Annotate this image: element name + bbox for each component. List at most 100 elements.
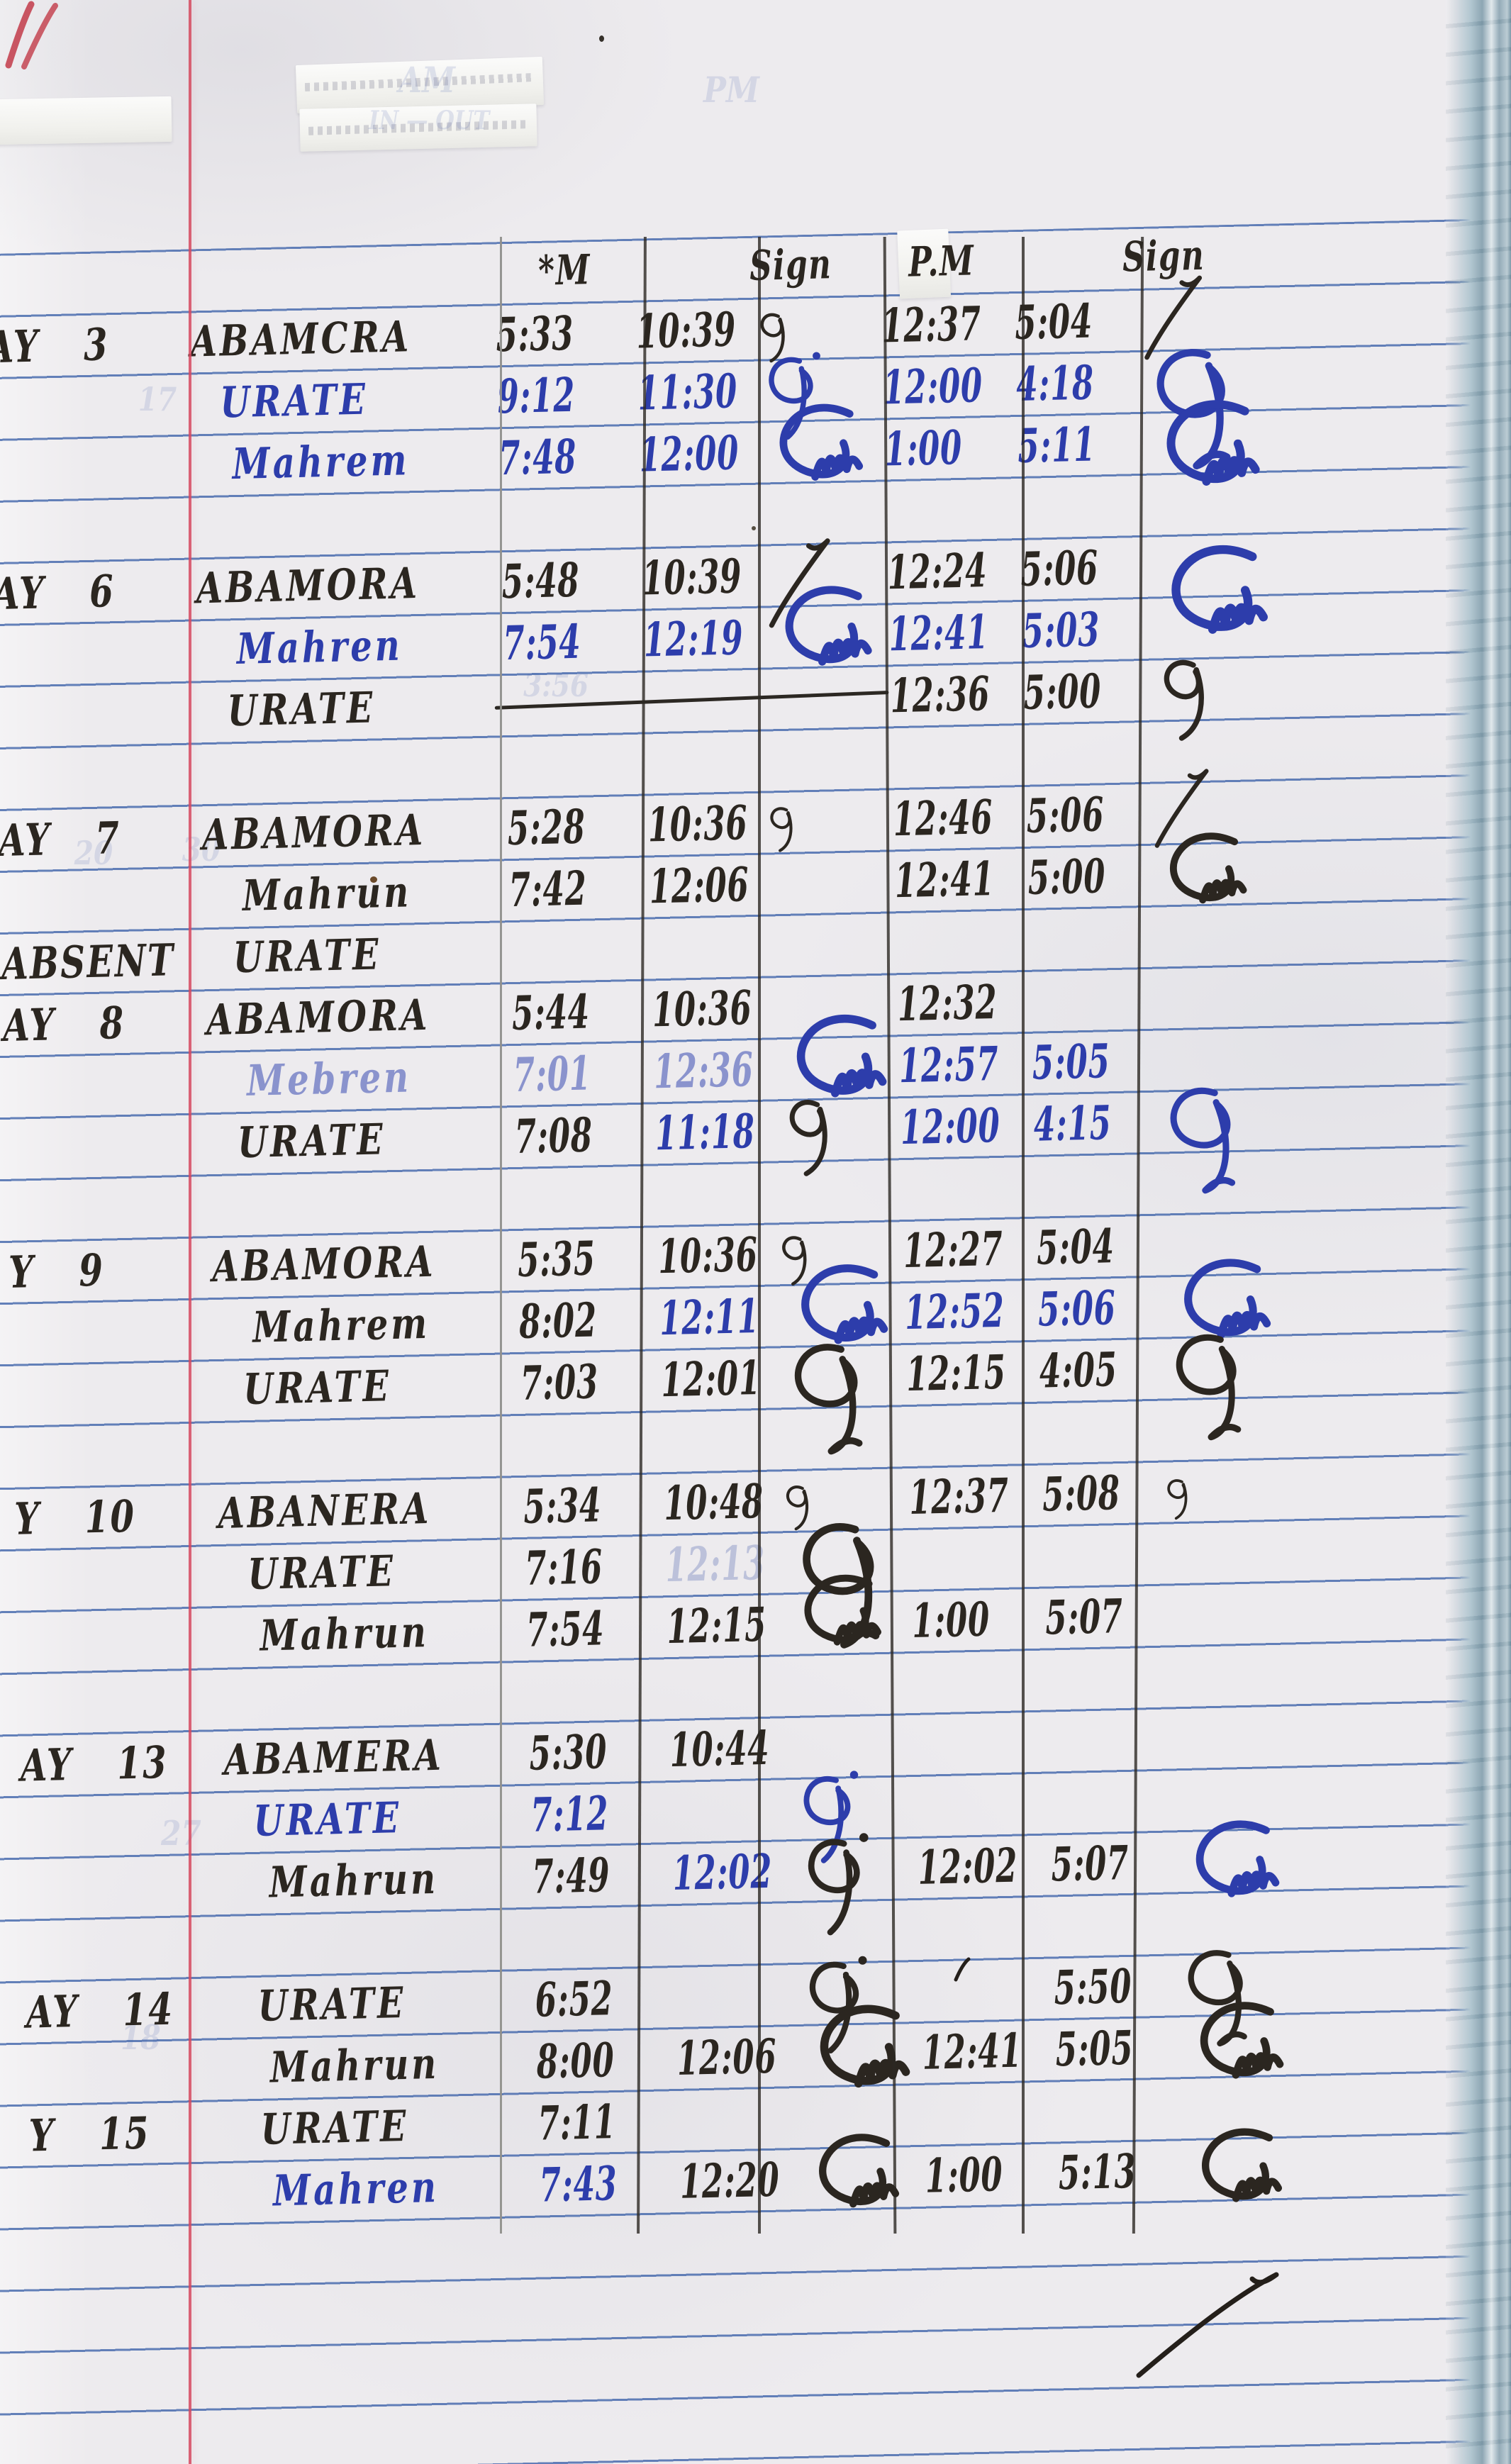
time-pm-in: 12:00	[899, 1097, 1001, 1156]
time-pm-in: 12:24	[886, 542, 988, 601]
time-pm-out: 5:06	[1020, 540, 1099, 597]
time-am-in: 6:52	[534, 1970, 614, 2028]
worker-name: URATE	[257, 1978, 407, 2031]
margin-rule-line	[189, 0, 191, 2464]
time-am-in: 7:49	[531, 1847, 611, 1905]
time-am-in: 7:01	[513, 1045, 592, 1103]
pen-slash-mark	[1136, 2272, 1279, 2378]
time-am-in: 5:44	[511, 983, 591, 1042]
time-pm-in: 1:00	[924, 2146, 1004, 2204]
time-am-in: 7:43	[538, 2156, 618, 2213]
time-pm-in: 12:46	[892, 789, 994, 847]
worker-name: Mahrun	[268, 1853, 439, 1908]
time-pm-in: 12:37	[908, 1467, 1010, 1526]
worker-name: Mebren	[246, 1052, 412, 1106]
time-am-out: 10:36	[647, 795, 749, 853]
time-am-in: 7:54	[525, 1600, 605, 1658]
time-am-in: 7:08	[514, 1107, 593, 1164]
time-pm-in: 12:27	[903, 1220, 1004, 1279]
time-am-out: 12:11	[659, 1288, 760, 1347]
date-label: AY 6	[0, 565, 116, 620]
time-pm-out: 5:08	[1042, 1465, 1121, 1522]
date-label: Y 15	[28, 2107, 151, 2162]
time-pm-out: 5:04	[1014, 293, 1093, 351]
time-am-in: 7:54	[502, 613, 582, 671]
time-am-out: 12:15	[666, 1596, 767, 1655]
time-am-in: 5:34	[523, 1477, 602, 1534]
header-pm-label: P.M	[908, 236, 976, 286]
time-am-out: 10:39	[641, 548, 743, 606]
time-pm-out: 4:15	[1032, 1095, 1113, 1152]
worker-name: Mahren	[272, 2162, 440, 2217]
time-am-in: 5:33	[495, 305, 574, 363]
ink-speck	[370, 876, 377, 883]
time-pm-in: 1:00	[911, 1591, 991, 1649]
time-am-in: 7:16	[524, 1539, 603, 1596]
worker-name: Mahrun	[259, 1607, 430, 1661]
time-pm-out: 5:04	[1035, 1218, 1115, 1276]
header-sign-label-2: Sign	[1122, 230, 1205, 281]
bleed-through-text: PM	[703, 69, 759, 111]
worker-name: URATE	[233, 930, 382, 983]
time-am-out: 10:36	[657, 1226, 759, 1285]
date-label: AY 14	[26, 1983, 175, 2039]
worker-name: Mahrem	[252, 1298, 430, 1353]
time-am-out: 12:36	[652, 1042, 754, 1100]
log-rows: AY 3 ABAMCRA 5:33 10:39 12:37 5:04 URATE 9:12 11…	[0, 0, 1484, 2216]
worker-name: ABAMORA	[206, 990, 430, 1046]
table-column-line	[758, 237, 761, 2234]
date-label: Y 10	[13, 1490, 137, 1545]
worker-name: URATE	[260, 2101, 410, 2155]
worker-name: ABAMORA	[201, 805, 426, 861]
time-am-out: 10:39	[635, 301, 737, 359]
time-pm-in: 12:32	[896, 974, 998, 1032]
time-am-out: 12:01	[660, 1349, 762, 1408]
red-corner-scribble	[5, 1, 58, 69]
time-am-in: 5:28	[506, 798, 586, 857]
time-am-out: 11:30	[637, 363, 738, 421]
bleed-through-text: IN — OUT	[369, 106, 490, 135]
time-pm-in: 12:41	[888, 604, 989, 662]
time-pm-out: 5:00	[1022, 663, 1103, 720]
time-pm-in: 12:37	[881, 296, 982, 354]
time-am-in: 5:30	[528, 1724, 608, 1781]
time-pm-out: 5:00	[1027, 848, 1107, 905]
time-pm-out: 5:03	[1021, 601, 1100, 659]
time-am-in: 9:12	[496, 367, 576, 425]
time-am-in: 5:35	[517, 1230, 596, 1288]
worker-name: URATE	[219, 374, 369, 428]
worker-name: URATE	[226, 683, 377, 737]
ink-speck	[752, 526, 756, 530]
time-am-out: 10:44	[669, 1719, 770, 1778]
date-label: AY 13	[19, 1736, 169, 1792]
time-am-out: 12:13	[664, 1534, 766, 1593]
worker-name: ABAMORA	[211, 1237, 437, 1293]
time-am-in: 7:12	[530, 1785, 610, 1843]
worker-name: ABAMORA	[195, 558, 420, 614]
worker-name: Mahrem	[231, 435, 411, 490]
table-column-line-pencil	[500, 237, 502, 2234]
time-pm-out: 5:07	[1050, 1834, 1130, 1892]
header-am-label: *M	[537, 245, 591, 295]
worker-name: Mahrun	[269, 2039, 440, 2093]
header-sign-label-1: Sign	[749, 240, 832, 290]
time-pm-out: 5:50	[1053, 1958, 1133, 2016]
time-am-in: 5:48	[501, 552, 581, 610]
time-pm-out: 5:05	[1054, 2019, 1134, 2078]
time-am-out: 10:48	[663, 1473, 764, 1532]
time-pm-in: 12:41	[893, 850, 996, 909]
worker-name: URATE	[242, 1361, 392, 1415]
time-pm-in: 12:52	[904, 1282, 1005, 1341]
book-edge-shadow	[1446, 0, 1511, 2464]
time-am-in: 7:03	[520, 1354, 599, 1411]
table-column-line	[1022, 237, 1025, 2234]
ink-speck	[599, 35, 604, 42]
time-pm-out: 5:06	[1025, 786, 1105, 844]
time-am-in: 8:02	[518, 1292, 598, 1349]
time-pm-in: 12:00	[882, 357, 983, 416]
time-am-in: 7:48	[498, 428, 578, 486]
time-am-out: 12:06	[648, 857, 750, 915]
bleed-through-text: AM	[398, 59, 456, 101]
